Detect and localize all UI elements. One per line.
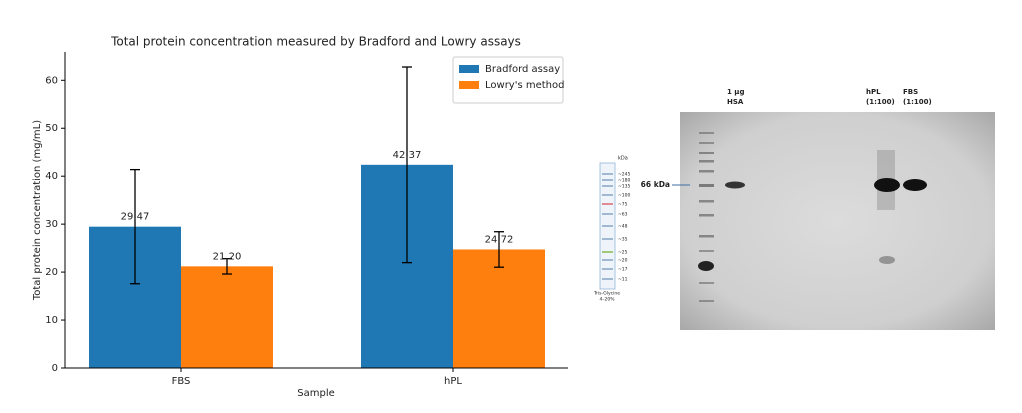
y-tick-label: 0 <box>52 363 58 374</box>
ladder-size-label: ~48 <box>618 224 628 230</box>
ladder-size-label: ~135 <box>618 184 630 190</box>
error-bar <box>402 66 412 264</box>
ladder-size-label: ~180 <box>618 178 630 184</box>
lane-label: HSA <box>727 98 744 106</box>
legend-box <box>452 56 564 104</box>
lane-label: (1:100) <box>866 98 895 106</box>
y-tick-label: 50 <box>45 123 58 134</box>
value-label: 21.20 <box>213 251 242 262</box>
lane-label: 1 µg <box>727 88 744 96</box>
legend-label: Lowry's method <box>485 80 564 91</box>
gel-type: Tris-Glycine <box>593 291 620 297</box>
x-tick-label: FBS <box>172 376 191 387</box>
error-bar <box>494 231 504 268</box>
ladder-size-label: ~20 <box>618 258 628 264</box>
y-tick-label: 40 <box>45 171 58 182</box>
value-label: 24.72 <box>485 234 514 245</box>
y-tick-label: 20 <box>45 267 58 278</box>
ladder-size-label: ~245 <box>618 172 630 178</box>
ladder-image <box>599 162 616 290</box>
ladder-size-label: ~63 <box>618 212 628 218</box>
value-label: 42.37 <box>393 150 422 161</box>
legend-swatch <box>459 81 479 89</box>
ladder-unit: kDa <box>618 156 628 162</box>
lane-label: (1:100) <box>903 98 932 106</box>
ladder-size-label: ~35 <box>618 237 628 243</box>
y-tick-label: 10 <box>45 315 58 326</box>
x-tick-label: hPL <box>444 376 462 387</box>
bar <box>453 249 545 368</box>
lane-label: FBS <box>903 88 918 96</box>
lane-label: hPL <box>866 88 881 96</box>
value-label: 29.47 <box>121 212 150 223</box>
y-tick-label: 60 <box>45 75 58 86</box>
y-axis-label: Total protein concentration (mg/mL) <box>32 120 43 301</box>
error-bar <box>130 168 140 285</box>
y-tick-label: 30 <box>45 219 58 230</box>
ladder-size-label: ~11 <box>618 277 628 283</box>
legend-swatch <box>459 65 479 73</box>
gel-image <box>680 112 995 330</box>
x-axis-label: Sample <box>297 388 335 399</box>
error-bar <box>222 258 232 275</box>
ladder-size-label: ~25 <box>618 250 628 256</box>
plot: 0 10 20 30 40 50 60 FBS 29.47 21.20 hPL 42.37 24.72 B… <box>45 56 564 387</box>
gel-gradient: 4–20% <box>599 297 615 303</box>
chart-title: Total protein concentration measured by … <box>110 35 521 49</box>
ladder-size-label: ~17 <box>618 267 628 273</box>
ladder-size-label: ~75 <box>618 202 628 208</box>
ladder-size-label: ~100 <box>618 193 630 199</box>
legend-label: Bradford assay <box>485 64 560 75</box>
bar <box>181 266 273 368</box>
marker-label: 66 kDa <box>641 180 670 189</box>
